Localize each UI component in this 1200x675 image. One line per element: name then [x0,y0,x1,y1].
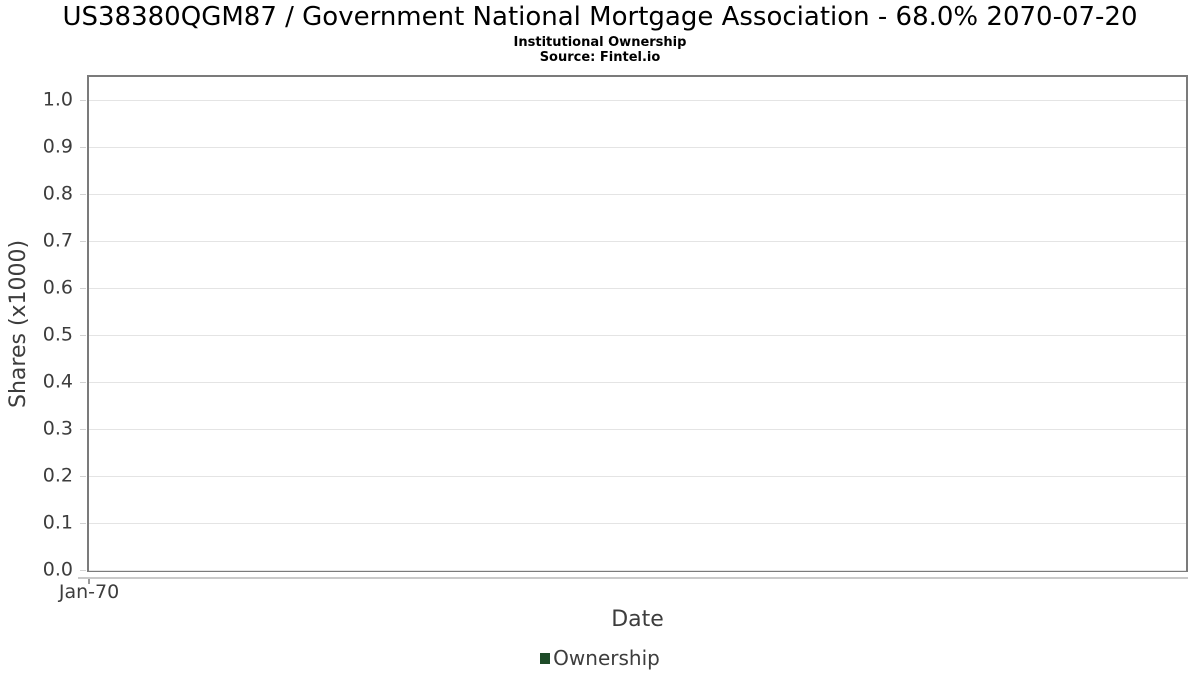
y-tick-label: 1.0 [42,88,73,111]
y-tick-label: 0.2 [42,464,73,487]
y-tick-mark [80,241,86,242]
y-tick-label: 0.0 [42,558,73,581]
y-tick-mark [80,194,86,195]
y-tick-label: 0.4 [42,370,73,393]
x-axis-line [78,577,1188,579]
gridline [89,288,1186,289]
legend-label: Ownership [553,646,660,670]
gridline [89,429,1186,430]
chart-subtitle: Institutional Ownership [513,35,687,50]
legend-item-ownership[interactable]: Ownership [540,646,660,670]
y-tick-label: 0.6 [42,276,73,299]
y-tick-label: 0.9 [42,135,73,158]
gridline [89,194,1186,195]
x-axis-ticks [88,579,1186,584]
y-tick-mark [80,523,86,524]
gridline [89,241,1186,242]
y-tick-mark [80,429,86,430]
y-tick-label: 0.1 [42,511,73,534]
chart-title: US38380QGM87 / Government National Mortg… [62,2,1138,32]
gridline [89,335,1186,336]
gridline [89,382,1186,383]
x-tick-mark [88,579,90,584]
y-tick-mark [80,335,86,336]
y-tick-label: 0.3 [42,417,73,440]
legend: Ownership [0,646,1200,670]
x-axis-labels: Jan-70 [59,581,1186,603]
y-tick-mark [80,570,86,571]
x-tick-label: Jan-70 [58,581,120,603]
y-tick-mark [80,476,86,477]
y-tick-label: 0.7 [42,229,73,252]
gridline [89,476,1186,477]
y-tick-mark [80,288,86,289]
gridline [89,570,1186,571]
y-tick-mark [80,147,86,148]
y-tick-mark [80,100,86,101]
y-tick-mark [80,382,86,383]
legend-swatch [540,653,551,664]
x-axis-title: Date [611,607,664,632]
y-tick-label: 0.5 [42,323,73,346]
gridline [89,147,1186,148]
y-tick-label: 0.8 [42,182,73,205]
y-axis-labels: 0.0 0.1 0.2 0.3 0.4 0.5 0.6 0.7 0.8 0.9 1.0 [0,77,73,579]
plot-area [87,75,1188,572]
y-axis-ticks [80,77,86,571]
gridline [89,523,1186,524]
gridline [89,100,1186,101]
chart-source: Source: Fintel.io [539,50,661,65]
